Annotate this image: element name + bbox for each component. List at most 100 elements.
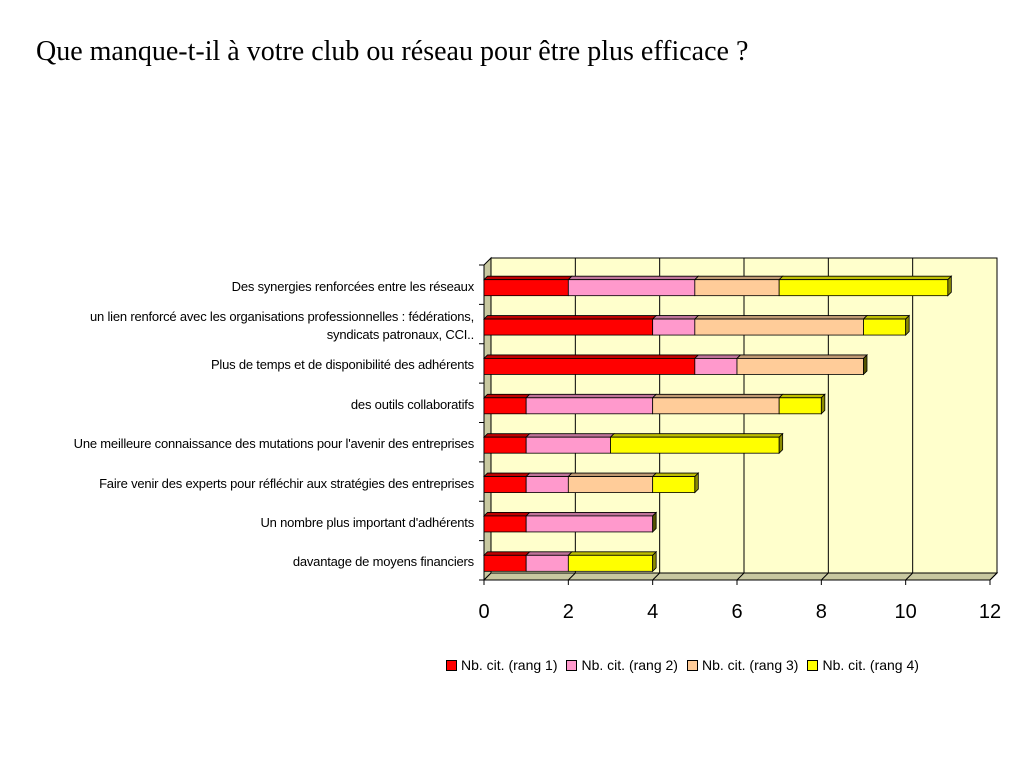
- bar-end-cap: [778, 432, 784, 455]
- bar-segment-top: [693, 275, 784, 281]
- slide-title: Que manque-t-il à votre club ou réseau p…: [36, 36, 749, 67]
- gridline-floor: [652, 572, 661, 581]
- bar-segment-top: [778, 275, 953, 281]
- bar-segment-top: [483, 512, 531, 517]
- legend-swatch: [686, 659, 698, 671]
- gridline-floor: [820, 572, 829, 581]
- bar-segment: [610, 436, 780, 454]
- bar-end-cap: [652, 511, 657, 533]
- legend-swatch: [446, 659, 457, 671]
- x-tick-label: 2: [563, 601, 574, 623]
- legend-item: Nb. cit. (rang 4): [807, 657, 919, 673]
- bar-end-cap: [863, 353, 868, 376]
- bar-segment-top: [483, 354, 700, 359]
- legend-label: Nb. cit. (rang 4): [822, 657, 919, 673]
- bar-segment: [863, 318, 907, 336]
- legend-label: Nb. cit. (rang 2): [581, 657, 678, 673]
- bar-segment: [567, 279, 696, 297]
- bar-segment: [525, 554, 569, 572]
- bar-segment: [694, 279, 780, 297]
- category-label-line: Un nombre plus important d'adhérents: [260, 514, 474, 530]
- category-label: Plus de temps et de disponibilité des ad…: [0, 356, 474, 374]
- category-label-line: davantage de moyens financiers: [292, 554, 474, 570]
- bar-segment-top: [483, 393, 531, 399]
- category-label-line: Une meilleure connaissance des mutations…: [73, 436, 475, 452]
- bar-segment-top: [483, 315, 658, 320]
- bar-segment-top: [651, 315, 700, 320]
- category-label-line: un lien renforcé avec les organisations …: [90, 309, 474, 325]
- bar-end-cap: [652, 550, 657, 573]
- legend-item: Nb. cit. (rang 1): [446, 657, 557, 673]
- bar-segment-top: [651, 393, 784, 399]
- bar-segment-top: [525, 512, 658, 517]
- bar-segment: [525, 436, 611, 454]
- bar-segment: [525, 397, 654, 415]
- legend-item: Nb. cit. (rang 3): [686, 657, 799, 673]
- bar-segment-top: [778, 393, 826, 399]
- bar-segment: [483, 397, 527, 415]
- bar-segment-top: [567, 551, 658, 556]
- bar-end-cap: [694, 472, 699, 494]
- bar-segment-top: [862, 315, 911, 320]
- bar-segment-top: [693, 354, 742, 359]
- bar-end-cap: [905, 314, 910, 337]
- bar-segment-top: [483, 551, 531, 556]
- bar-segment: [567, 476, 654, 493]
- category-label-line: syndicats patronaux, CCI..: [326, 327, 474, 343]
- category-label-line: des outils collaboratifs: [350, 396, 474, 412]
- bar-segment-top: [525, 393, 658, 399]
- bar-segment: [483, 358, 696, 375]
- gridline-floor: [989, 572, 998, 581]
- category-label: davantage de moyens financiers: [0, 553, 474, 571]
- category-label: Des synergies renforcées entre les résea…: [0, 278, 475, 296]
- bar-segment-top: [609, 433, 784, 438]
- category-label-line: Plus de temps et de disponibilité des ad…: [210, 357, 474, 373]
- category-label-line: Des synergies renforcées entre les résea…: [231, 278, 475, 294]
- bar-segment: [652, 318, 696, 336]
- x-tick-label: 10: [895, 601, 917, 623]
- bar-end-cap: [820, 393, 826, 415]
- bar-segment-top: [483, 275, 573, 281]
- legend-label: Nb. cit. (rang 1): [461, 657, 558, 673]
- bar-segment-top: [525, 433, 615, 438]
- bar-segment: [652, 397, 780, 415]
- bar-segment: [778, 397, 822, 415]
- bar-segment: [525, 476, 569, 493]
- legend-swatch: [566, 659, 578, 671]
- category-label: Une meilleure connaissance des mutations…: [0, 435, 475, 453]
- gridline-floor: [567, 572, 576, 581]
- bar-segment-top: [567, 275, 700, 281]
- bar-segment-top: [736, 354, 868, 359]
- bar-segment: [483, 515, 527, 533]
- bar-segment: [525, 515, 654, 533]
- bar-segment: [778, 279, 949, 297]
- bar-segment-top: [483, 433, 531, 438]
- bar-segment: [694, 318, 864, 336]
- gridline-floor: [905, 572, 914, 581]
- bar-segment-top: [483, 472, 531, 477]
- bar-segment: [483, 476, 527, 493]
- bar-segment: [483, 318, 654, 336]
- legend-swatch: [807, 659, 819, 671]
- bar-segment-top: [651, 472, 700, 477]
- x-tick-label: 8: [816, 601, 827, 623]
- category-label: Un nombre plus important d'adhérents: [0, 514, 474, 532]
- bar-segment-top: [693, 315, 868, 320]
- x-tick-label: 6: [731, 601, 742, 623]
- bar-segment-top: [525, 472, 573, 477]
- category-label-line: Faire venir des experts pour réfléchir a…: [99, 475, 474, 491]
- gridline-floor: [736, 572, 745, 581]
- bar-segment-top: [567, 472, 658, 477]
- legend-label: Nb. cit. (rang 3): [701, 657, 799, 673]
- bar-segment-top: [525, 551, 573, 556]
- bar-segment: [567, 554, 654, 572]
- legend-item: Nb. cit. (rang 2): [566, 657, 678, 673]
- category-label: des outils collaboratifs: [0, 396, 474, 414]
- x-tick-label: 4: [647, 601, 658, 623]
- x-tick-label: 0: [478, 601, 489, 623]
- x-tick-label: 12: [979, 601, 1001, 623]
- category-label: un lien renforcé avec les organisations …: [0, 308, 474, 344]
- bar-segment: [483, 279, 569, 297]
- chart-legend: Nb. cit. (rang 1) Nb. cit. (rang 2) Nb. ci…: [446, 657, 919, 673]
